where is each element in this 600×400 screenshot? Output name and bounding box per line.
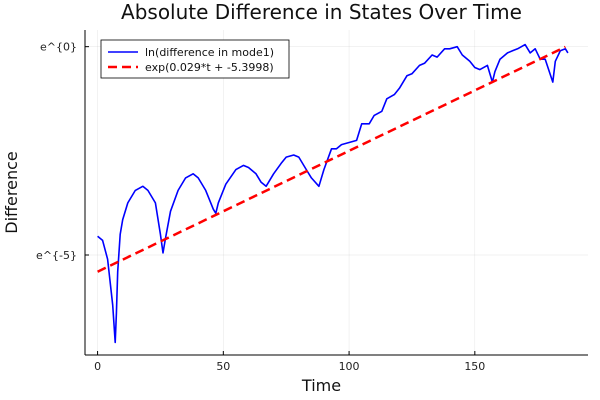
legend-box	[100, 39, 290, 79]
series-line-2	[97, 45, 566, 273]
y-axis-title: Difference	[2, 151, 21, 233]
x-tick-label: 100	[339, 360, 360, 373]
x-tick-label: 150	[464, 360, 485, 373]
series	[97, 43, 569, 344]
chart-title: Absolute Difference in States Over Time	[121, 0, 522, 24]
y-tick-label: e^{-5}	[36, 249, 77, 262]
x-tick-label: 0	[94, 360, 101, 373]
legend-label-1: ln(difference in mode1)	[145, 46, 274, 59]
axes	[84, 30, 588, 356]
x-tick-label: 50	[216, 360, 230, 373]
series-line-1	[97, 43, 569, 344]
legend: ln(difference in mode1) exp(0.029*t + -5.…	[100, 39, 290, 79]
ticks: 0 50 100 150 e^{0} e^{-5}	[36, 41, 485, 373]
grid	[85, 30, 588, 355]
y-tick-label: e^{0}	[40, 41, 77, 54]
x-axis-title: Time	[301, 376, 341, 395]
legend-label-2: exp(0.029*t + -5.3998)	[145, 61, 274, 74]
